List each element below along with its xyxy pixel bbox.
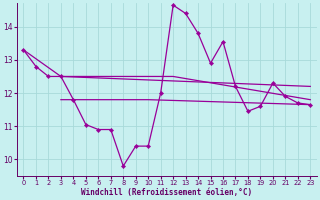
X-axis label: Windchill (Refroidissement éolien,°C): Windchill (Refroidissement éolien,°C) (81, 188, 252, 197)
